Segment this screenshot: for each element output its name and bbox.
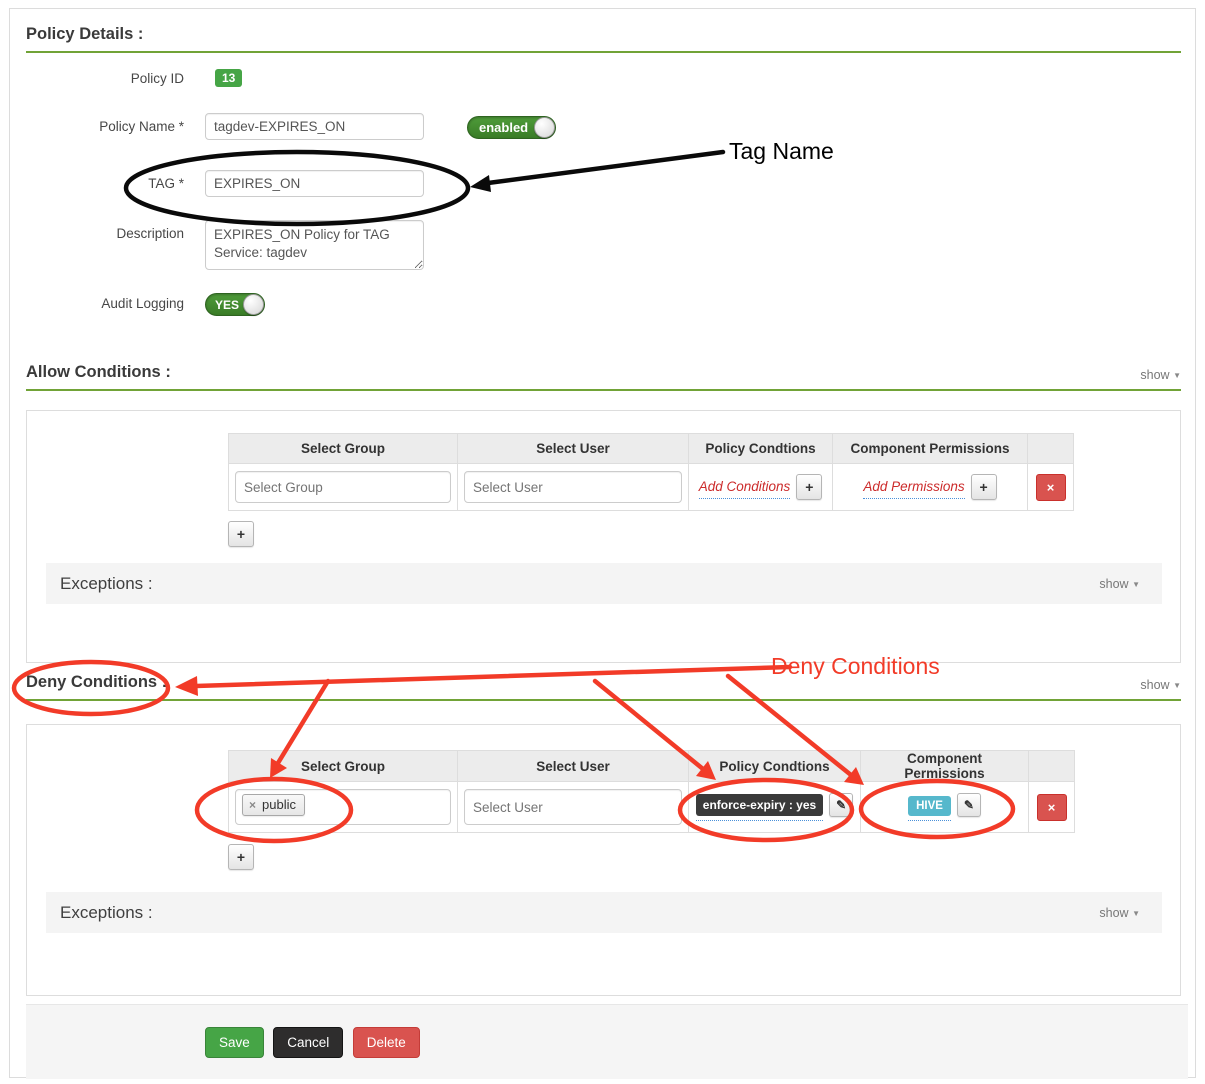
- policy-details-header: Policy Details :: [26, 25, 1181, 53]
- toggle-knob-icon: [243, 294, 265, 315]
- header-select-group: Select Group: [228, 750, 458, 782]
- allow-select-user-input[interactable]: [464, 471, 682, 503]
- close-icon: ×: [1046, 479, 1055, 495]
- allow-conditions-header: Allow Conditions : show ▼: [26, 363, 1181, 391]
- plus-icon: +: [236, 526, 246, 542]
- deny-conditions-table: Select Group Select User Policy Condtion…: [228, 750, 1075, 833]
- allow-conditions-table: Select Group Select User Policy Condtion…: [228, 433, 1074, 511]
- description-textarea[interactable]: EXPIRES_ON Policy for TAG Service: tagde…: [205, 220, 424, 270]
- table-row: Add Conditions + Add Permissions + ×: [228, 463, 1074, 511]
- add-conditions-button[interactable]: +: [796, 474, 823, 500]
- save-button[interactable]: Save: [205, 1027, 264, 1058]
- allow-add-row-button[interactable]: +: [228, 521, 254, 547]
- tag-input[interactable]: [205, 170, 424, 197]
- deny-select-group-input[interactable]: × public: [235, 789, 451, 825]
- allow-exceptions-show-link[interactable]: show ▼: [1099, 576, 1140, 591]
- deny-exceptions-bar: Exceptions : show ▼: [46, 892, 1162, 933]
- plus-icon: +: [979, 479, 988, 495]
- deny-exceptions-label: Exceptions :: [60, 902, 153, 922]
- component-permission-badge: HIVE: [908, 796, 951, 817]
- delete-row-button[interactable]: ×: [1035, 473, 1066, 501]
- pencil-icon: ✎: [836, 797, 847, 812]
- header-select-user: Select User: [457, 433, 689, 464]
- plus-icon: +: [236, 849, 246, 865]
- header-component-permissions: Component Permissions: [860, 750, 1029, 782]
- audit-logging-toggle[interactable]: YES: [205, 293, 266, 316]
- allow-exceptions-bar: Exceptions : show ▼: [46, 563, 1162, 604]
- deny-conditions-panel: Select Group Select User Policy Condtion…: [26, 724, 1181, 996]
- group-chip-label: public: [262, 797, 296, 812]
- add-conditions-link[interactable]: Add Conditions: [698, 479, 791, 500]
- policy-details-title: Policy Details :: [26, 25, 144, 43]
- audit-logging-row: Audit Logging YES: [26, 293, 1181, 316]
- header-policy-conditions: Policy Condtions: [688, 750, 861, 782]
- form-actions-bar: Save Cancel Delete: [26, 1004, 1188, 1079]
- deny-conditions-title: Deny Conditions :: [26, 673, 168, 691]
- policy-details-section: Policy Details : Policy ID 13 Policy Nam…: [26, 25, 1181, 316]
- allow-select-group-input[interactable]: [235, 471, 451, 503]
- allow-add-row: +: [228, 521, 1180, 547]
- deny-add-row-button[interactable]: +: [228, 844, 254, 870]
- policy-id-badge: 13: [215, 69, 243, 87]
- header-select-group: Select Group: [228, 433, 458, 464]
- audit-logging-label: Audit Logging: [101, 296, 184, 311]
- header-action: [1028, 750, 1075, 782]
- chevron-down-icon: ▼: [1132, 908, 1140, 918]
- policy-enabled-toggle[interactable]: enabled: [467, 116, 557, 139]
- header-policy-conditions: Policy Condtions: [688, 433, 833, 464]
- edit-conditions-button[interactable]: ✎: [829, 792, 854, 817]
- delete-button[interactable]: Delete: [352, 1027, 420, 1058]
- header-component-permissions: Component Permissions: [832, 433, 1028, 464]
- close-icon: ×: [1047, 799, 1056, 815]
- table-header-row: Select Group Select User Policy Condtion…: [228, 433, 1074, 464]
- table-header-row: Select Group Select User Policy Condtion…: [228, 750, 1075, 782]
- policy-form-panel: Policy Details : Policy ID 13 Policy Nam…: [9, 8, 1196, 1079]
- policy-name-label: Policy Name *: [99, 119, 184, 134]
- add-permissions-button[interactable]: +: [970, 474, 997, 500]
- policy-id-label: Policy ID: [130, 71, 184, 86]
- chevron-down-icon: ▼: [1173, 371, 1181, 380]
- tag-label: TAG *: [148, 176, 184, 191]
- chevron-down-icon: ▼: [1132, 579, 1140, 589]
- description-row: Description EXPIRES_ON Policy for TAG Se…: [26, 220, 1181, 270]
- deny-select-user-input[interactable]: [464, 789, 682, 825]
- policy-name-input[interactable]: [205, 113, 424, 140]
- edit-permissions-button[interactable]: ✎: [956, 792, 981, 817]
- header-action: [1027, 433, 1074, 464]
- group-chip-public: × public: [242, 794, 305, 816]
- header-select-user: Select User: [457, 750, 689, 782]
- policy-condition-badge: enforce-expiry : yes: [695, 794, 824, 817]
- allow-conditions-section: Allow Conditions : show ▼ Select Group S…: [26, 363, 1181, 663]
- allow-exceptions-label: Exceptions :: [60, 573, 153, 593]
- chevron-down-icon: ▼: [1173, 681, 1181, 690]
- toggle-knob-icon: [534, 117, 556, 138]
- description-label: Description: [116, 226, 184, 241]
- plus-icon: +: [805, 479, 814, 495]
- deny-add-row: +: [228, 844, 1180, 870]
- delete-row-button[interactable]: ×: [1036, 793, 1067, 821]
- deny-show-link[interactable]: show ▼: [1140, 678, 1181, 692]
- policy-enabled-toggle-label: enabled: [479, 120, 529, 135]
- allow-conditions-title: Allow Conditions :: [26, 363, 171, 381]
- table-row: × public enforce-expiry : yes ✎ HIVE ✎ ×: [228, 781, 1075, 833]
- policy-name-row: Policy Name * enabled: [26, 113, 1181, 140]
- allow-conditions-panel: Select Group Select User Policy Condtion…: [26, 410, 1181, 663]
- deny-conditions-header: Deny Conditions : show ▼: [26, 673, 1181, 701]
- allow-show-link[interactable]: show ▼: [1140, 368, 1181, 382]
- audit-logging-toggle-label: YES: [215, 297, 240, 312]
- add-permissions-link[interactable]: Add Permissions: [863, 479, 965, 500]
- policy-id-row: Policy ID 13: [26, 69, 1181, 87]
- cancel-button[interactable]: Cancel: [273, 1027, 344, 1058]
- pencil-icon: ✎: [963, 797, 974, 812]
- deny-conditions-section: Deny Conditions : show ▼ Select Group Se…: [26, 673, 1181, 996]
- deny-exceptions-show-link[interactable]: show ▼: [1099, 905, 1140, 920]
- chip-remove-icon[interactable]: ×: [249, 797, 257, 812]
- tag-row: TAG *: [26, 170, 1181, 197]
